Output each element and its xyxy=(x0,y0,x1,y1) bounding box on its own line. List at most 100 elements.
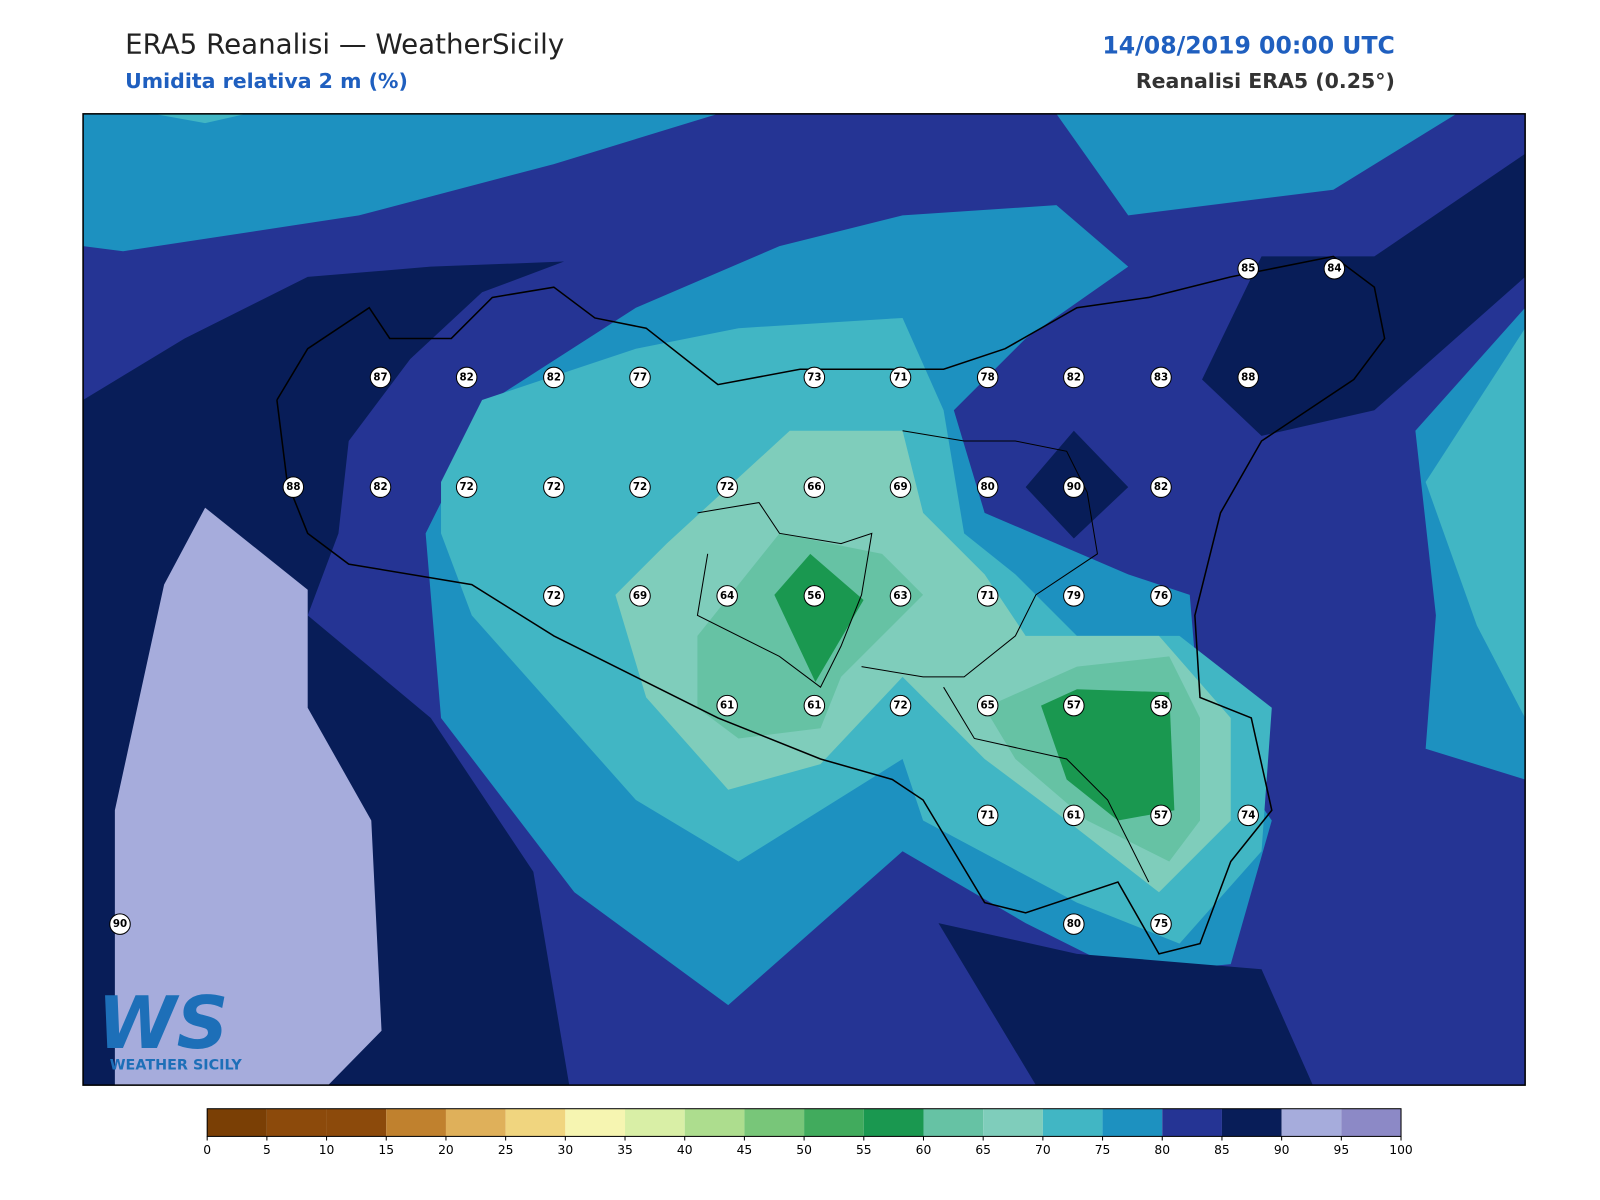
colorbar-swatch xyxy=(326,1108,387,1137)
station-value: 83 xyxy=(1154,371,1168,383)
station-value: 76 xyxy=(1154,590,1168,602)
station-value: 71 xyxy=(981,809,995,821)
station-marker xyxy=(976,804,999,827)
colorbar-swatch xyxy=(445,1108,506,1137)
station-marker xyxy=(369,366,392,389)
station-marker xyxy=(543,366,565,389)
colorbar-tick-label: 35 xyxy=(617,1143,633,1157)
colorbar-swatch xyxy=(565,1108,626,1137)
colorbar-tick-label: 60 xyxy=(916,1143,932,1157)
colorbar-tick-label: 25 xyxy=(498,1143,514,1157)
station-value: 87 xyxy=(373,371,387,383)
station-marker xyxy=(1150,366,1172,389)
station-marker xyxy=(1063,476,1085,498)
station-marker xyxy=(1150,913,1172,935)
station-marker xyxy=(889,476,912,498)
stations: 85 84 87 82 82 77 73 71 78 82 83 88 88 82 72 72 72 72 66 69… xyxy=(109,257,1346,935)
station-value: 57 xyxy=(1067,700,1081,712)
station-marker xyxy=(1063,694,1085,717)
station-value: 75 xyxy=(1154,918,1168,930)
station-value: 82 xyxy=(1067,371,1081,383)
datetime: 14/08/2019 00:00 UTC xyxy=(1102,31,1394,59)
station-value: 82 xyxy=(460,371,474,383)
station-marker xyxy=(1063,366,1085,389)
station-marker xyxy=(369,476,392,498)
colorbar-swatch xyxy=(744,1108,805,1137)
colorbar-tick-label: 80 xyxy=(1154,1143,1170,1157)
colorbar-tick-label: 0 xyxy=(203,1143,211,1157)
station-marker xyxy=(889,366,912,389)
colorbar-tick-label: 30 xyxy=(558,1143,574,1157)
station-marker xyxy=(889,694,912,717)
logo-mark: WS xyxy=(97,981,228,1065)
station-value: 61 xyxy=(1067,809,1081,821)
colorbar-tick-label: 100 xyxy=(1389,1143,1412,1157)
colorbar: 0 5 10 15 20 25 30 35 40 45 50 55 60 65 70 75 80 85 90 95 10… xyxy=(203,1108,1413,1157)
station-value: 66 xyxy=(807,481,821,493)
colorbar-tick-label: 40 xyxy=(677,1143,693,1157)
station-marker xyxy=(803,694,826,717)
station-marker xyxy=(716,476,738,498)
colorbar-swatch xyxy=(1102,1108,1163,1137)
station-marker xyxy=(1237,366,1259,389)
station-value: 82 xyxy=(373,481,387,493)
colorbar-swatch xyxy=(1162,1108,1222,1137)
station-marker xyxy=(976,476,999,498)
colorbar-swatch xyxy=(505,1108,566,1137)
map xyxy=(83,113,1526,1086)
colorbar-swatch xyxy=(684,1108,745,1137)
colorbar-swatch xyxy=(1221,1108,1282,1137)
station-value: 90 xyxy=(113,918,127,930)
station-marker xyxy=(1063,913,1085,935)
logo-text: WEATHER SICILY xyxy=(110,1058,243,1074)
station-marker xyxy=(629,476,651,498)
colorbar-tick-label: 90 xyxy=(1274,1143,1290,1157)
colorbar-swatch xyxy=(923,1108,984,1137)
map-frame xyxy=(82,113,1526,1086)
colorbar-swatch xyxy=(1341,1108,1402,1137)
station-marker xyxy=(976,585,999,607)
colorbar-tick-label: 5 xyxy=(263,1143,271,1157)
station-value: 56 xyxy=(807,590,821,602)
station-value: 71 xyxy=(981,590,995,602)
station-marker xyxy=(1150,804,1172,827)
colorbar-swatch xyxy=(1042,1108,1103,1137)
colorbar-swatch xyxy=(386,1108,446,1137)
colorbar-tick-label: 85 xyxy=(1214,1143,1230,1157)
colorbar-tick-label: 45 xyxy=(737,1143,753,1157)
station-marker xyxy=(803,366,826,389)
colorbar-swatch xyxy=(207,1108,267,1137)
station-value: 57 xyxy=(1154,809,1168,821)
colorbar-tick-label: 50 xyxy=(796,1143,812,1157)
station-value: 72 xyxy=(460,481,474,493)
station-marker xyxy=(282,476,305,498)
station-value: 78 xyxy=(981,371,995,383)
source: Reanalisi ERA5 (0.25°) xyxy=(1136,69,1395,93)
station-value: 61 xyxy=(720,700,734,712)
station-value: 88 xyxy=(1241,371,1255,383)
station-value: 72 xyxy=(547,481,561,493)
colorbar-swatch xyxy=(266,1108,327,1137)
station-marker xyxy=(455,366,478,389)
station-value: 69 xyxy=(633,590,647,602)
colorbar-swatch xyxy=(863,1108,924,1137)
station-marker xyxy=(716,694,738,717)
station-value: 77 xyxy=(633,371,647,383)
colorbar-tick-label: 70 xyxy=(1035,1143,1051,1157)
station-value: 80 xyxy=(981,481,995,493)
station-marker xyxy=(1150,585,1172,607)
station-value: 58 xyxy=(1154,700,1168,712)
station-value: 72 xyxy=(893,700,907,712)
station-value: 85 xyxy=(1241,263,1255,275)
station-value: 61 xyxy=(807,700,821,712)
station-value: 80 xyxy=(1067,918,1081,930)
station-marker xyxy=(803,585,826,607)
station-marker xyxy=(109,913,131,935)
colorbar-swatch xyxy=(983,1108,1043,1137)
colorbar-tick-label: 55 xyxy=(856,1143,872,1157)
station-marker xyxy=(803,476,826,498)
station-marker xyxy=(1063,585,1085,607)
colorbar-tick-label: 15 xyxy=(378,1143,394,1157)
station-marker xyxy=(976,366,999,389)
